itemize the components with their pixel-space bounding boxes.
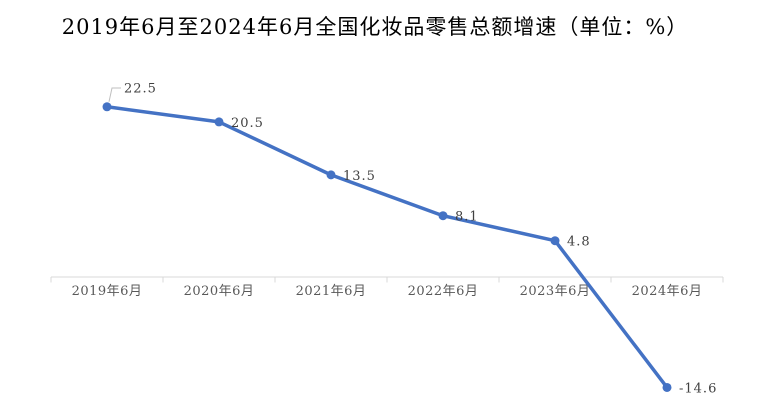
data-point-marker [438,211,448,221]
data-point-label: 22.5 [124,82,157,97]
data-point-label: 8.1 [455,210,479,225]
x-axis-label: 2020年6月 [184,284,255,299]
x-axis-label: 2019年6月 [72,284,143,299]
data-point-label: 4.8 [567,235,591,250]
data-point-marker [214,117,224,127]
x-axis-label: 2021年6月 [296,284,367,299]
data-point-marker [326,170,336,180]
data-point-label: 20.5 [231,116,264,131]
chart-title: 2019年6月至2024年6月全国化妆品零售总额增速（单位：%） [61,15,689,39]
data-point-label: -14.6 [679,381,717,396]
data-point-marker [102,102,112,112]
x-axis-label: 2023年6月 [520,284,591,299]
data-point-marker [662,382,672,392]
series-line [105,105,669,390]
data-point-label: 13.5 [343,169,376,184]
x-axis-label: 2024年6月 [632,284,703,299]
x-axis-label: 2022年6月 [408,284,479,299]
data-label-leader-line [108,87,121,102]
data-point-marker [550,236,560,246]
